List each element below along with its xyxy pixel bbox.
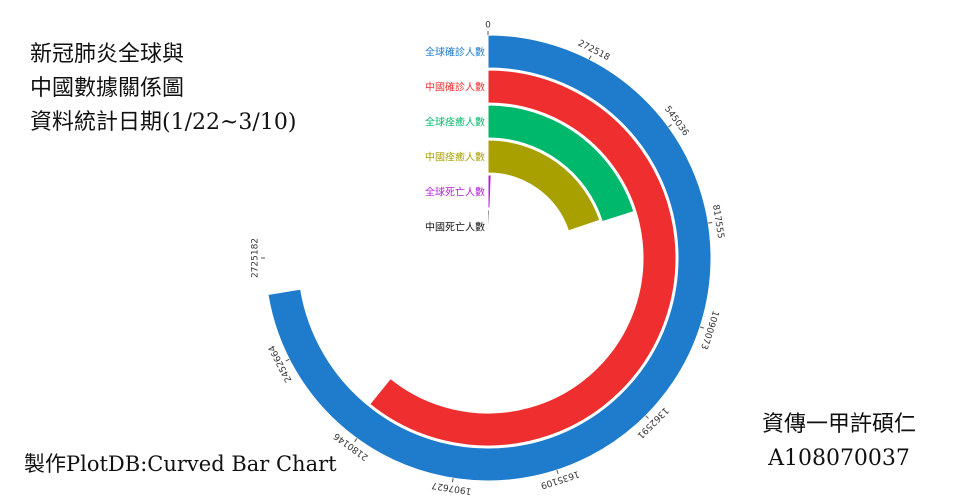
tick-mark-1 [588,55,592,60]
tick-label-7: 1907627 [431,480,472,496]
series-label-4: 中國痊癒人數 [425,151,485,164]
tick-label-10: 2725182 [251,238,261,278]
series-label-3: 全球痊癒人數 [425,116,485,129]
tick-mark-5 [645,415,649,419]
title-line-2: 中國數據關係圖 [30,76,185,101]
bar-3[interactable] [487,104,635,223]
title-line-1: 新冠肺炎全球與 [30,42,185,67]
bar-6[interactable] [487,209,491,244]
series-label-5: 全球死亡人數 [425,186,485,199]
tick-mark-3 [708,221,713,224]
author-name: 資傳一甲許碩仁 [761,412,916,437]
tick-mark-6 [556,469,559,475]
tick-label-3: 817555 [710,204,725,240]
series-label-1: 全球確診人數 [425,46,485,59]
tick-mark-8 [354,438,358,442]
bar-2[interactable] [369,69,677,447]
bar-5[interactable] [487,174,492,209]
tick-label-0: 0 [485,21,491,31]
author-id: A108070037 [768,446,910,471]
tick-mark-7 [451,478,454,483]
series-label-2: 中國確診人數 [425,81,485,94]
bar-4[interactable] [487,139,601,232]
bar-1[interactable] [267,34,712,482]
author-block: 資傳一甲許碩仁 A108070037 [744,408,934,476]
tick-mark-9 [285,358,290,362]
tick-mark-2 [668,124,672,128]
tick-mark-4 [699,326,705,329]
title-line-3: 資料統計日期(1/22~3/10) [30,110,297,135]
chart-title: 新冠肺炎全球與 中國數據關係圖 資料統計日期(1/22~3/10) [30,38,296,140]
series-label-6: 中國死亡人數 [425,221,485,234]
credit-text: 製作PlotDB:Curved Bar Chart [24,452,337,476]
